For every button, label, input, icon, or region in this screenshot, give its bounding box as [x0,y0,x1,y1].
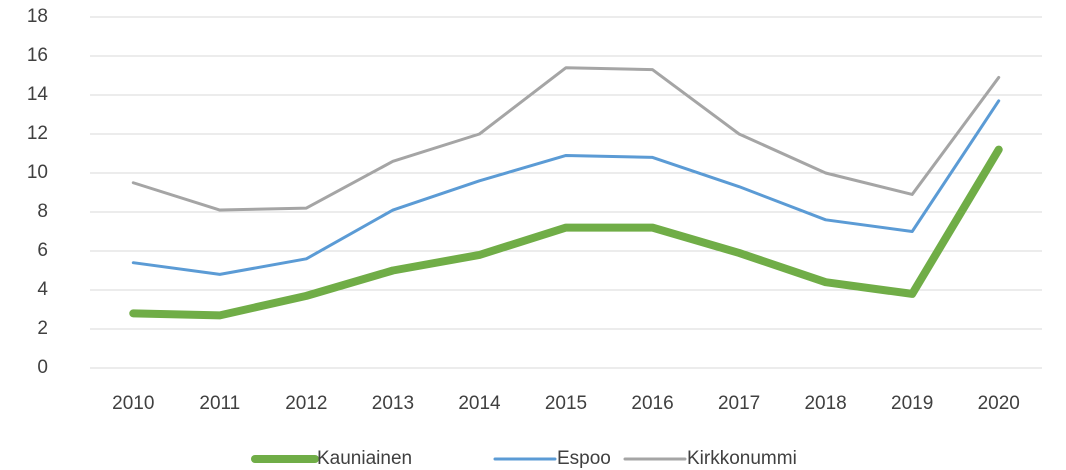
y-tick-label: 16 [27,45,48,66]
y-tick-label: 10 [27,162,48,183]
x-tick-label: 2020 [978,393,1020,414]
x-tick-label: 2019 [891,393,933,414]
x-tick-label: 2010 [112,393,154,414]
x-tick-label: 2017 [718,393,760,414]
legend-label: Kirkkonummi [687,448,797,469]
y-tick-label: 4 [37,279,48,300]
series-line [131,99,1001,276]
x-tick-label: 2018 [804,393,846,414]
x-tick-label: 2012 [285,393,327,414]
x-tick-label: 2011 [199,393,240,414]
y-tick-label: 0 [37,357,48,378]
x-tick-label: 2016 [631,393,673,414]
legend-label: Kauniainen [317,448,412,469]
x-tick-label: 2014 [458,393,501,414]
y-tick-label: 12 [27,123,48,144]
y-tick-label: 2 [37,318,48,339]
y-tick-label: 18 [27,6,48,27]
y-tick-label: 8 [37,201,48,222]
series-line [131,66,1001,212]
y-tick-label: 14 [27,84,49,105]
x-tick-label: 2013 [372,393,414,414]
series-line [129,145,1003,320]
legend-label: Espoo [557,448,611,469]
y-tick-label: 6 [37,240,48,261]
x-tick-label: 2015 [545,393,587,414]
